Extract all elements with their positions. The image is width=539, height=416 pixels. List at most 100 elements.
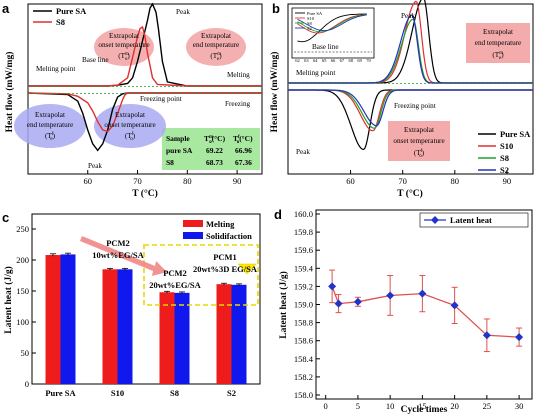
panel-d-y-tick-label: 159.0 — [294, 300, 313, 310]
panel-d-y-tick-label: 158.6 — [294, 336, 313, 346]
panel-a-table-header-tmo: Tm o(°C) — [204, 134, 226, 145]
panel-a-ann-extrap-3: Extrapolat — [35, 111, 65, 119]
panel-b-peak-heat: Peak — [401, 12, 415, 20]
panel-b-legend-label: S10 — [500, 141, 513, 151]
panel-a-table-cell: 69.22 — [206, 146, 223, 155]
panel-a-ann-end-1: end temperature — [193, 41, 240, 49]
panel-a-ann-sym-2: (Tm e) — [210, 52, 222, 62]
panel-c-ann-pcm2-2: PCM2 — [163, 268, 187, 278]
panel-d-marker — [353, 297, 362, 306]
panel-a-ann-onset-2: onset temperature — [104, 121, 155, 129]
panel-a-table-cell: pure SA — [166, 146, 193, 155]
panel-b-melting-point: Melting point — [296, 69, 335, 77]
panel-b-onset-box — [388, 121, 450, 161]
panel-a-onset-ellipse-freeze — [94, 104, 166, 148]
panel-c-y-tick-label: 250 — [16, 224, 29, 234]
panel-d-y-tick-label: 159.2 — [294, 281, 313, 291]
panel-b-inset-tick-label: 67 — [340, 58, 345, 63]
panel-b-x-ticks: 60 70 80 90 — [346, 170, 511, 186]
panel-c-bars — [45, 252, 247, 384]
panel-a-end-ellipse — [186, 28, 246, 66]
panel-a-heating-curve-1 — [28, 25, 262, 87]
panel-a-label: a — [2, 1, 10, 16]
panel-b-inset-tick-label: 69 — [357, 58, 362, 63]
panel-d-legend-label: Latent heat — [450, 215, 492, 225]
panel-c-y-tick-label: 100 — [16, 317, 29, 327]
panel-d-y-tick-label: 158.2 — [294, 372, 313, 382]
panel-b-inset-tick-label: 62 — [295, 58, 300, 63]
panel-c-bar — [117, 269, 133, 384]
panel-d-label: d — [274, 207, 282, 222]
panel-d-series — [328, 269, 524, 353]
panel-a-table-cell: 67.36 — [235, 158, 252, 167]
panel-b-inset-tick-label: 63 — [304, 58, 309, 63]
panel-c-ann-pcm2-1: PCM2 — [106, 238, 130, 248]
panel-c-bar — [60, 254, 76, 384]
panel-d-x-tick-label: 20 — [450, 401, 459, 411]
panel-b-inset-curve-3 — [297, 14, 367, 32]
panel-d-marker — [482, 331, 491, 340]
panel-d-y-tick-label: 159.8 — [294, 227, 313, 237]
panel-d-ticks: 158.0 158.2 158.4 158.6 158.8 159.0 159.2 159.4… — [294, 209, 523, 411]
panel-d-y-tick-label: 158.8 — [294, 318, 313, 328]
panel-c-bar — [231, 284, 247, 384]
panel-a: a 60 70 80 90 T (°C) Heat flow (mW/mg) Pure… — [2, 1, 263, 199]
panel-a-table-header-sample: Sample — [166, 134, 190, 143]
panel-c-ann-pcm1b: 20wt%3D EG/SA — [193, 264, 258, 274]
panel-b-ann-sym-1: (Tm e) — [492, 51, 504, 61]
panel-b-frame — [287, 3, 534, 175]
panel-a-legend-pure-sa: Pure SA — [56, 6, 87, 16]
panel-c-label: c — [2, 210, 9, 225]
panel-b-inset-base-line: Base line — [312, 43, 339, 51]
panel-d-xlabel: Cycle times — [401, 405, 448, 415]
panel-a-ann-sym-4: (Tf o) — [125, 132, 136, 142]
panel-d-x-tick-label: 30 — [515, 401, 524, 411]
panel-a-end-ellipse-freeze — [14, 104, 86, 148]
panel-c-y-tick-label: 50 — [21, 348, 30, 358]
panel-d-marker — [515, 333, 524, 342]
panel-c-ann-pcm2-2b: 20wt%EG/SA — [149, 280, 201, 290]
panel-d-y-tick-label: 160.0 — [294, 209, 313, 219]
panel-d-legend-box — [419, 212, 529, 228]
panel-a-x-tick-label: 60 — [83, 176, 92, 186]
panel-b-label: b — [272, 1, 280, 16]
panel-a-table-header-tfo: Tf o(°C) — [233, 134, 253, 145]
panel-a-frame — [27, 3, 263, 175]
panel-b-x-tick-label: 80 — [451, 176, 460, 186]
panel-c-yellow-arrow — [237, 263, 257, 275]
panel-a-table-cell: S8 — [166, 158, 174, 167]
panel-b-ylabel: Heat flow (mW/mg) — [269, 52, 280, 133]
panel-d-ylabel: Latent heat (J/g) — [278, 271, 289, 339]
panel-d: d 158.0 158.2 158.4 158.6 158.8 159.0 159.2 159… — [274, 207, 533, 415]
panel-b-cooling-curve-3 — [288, 89, 533, 127]
panel-d-marker — [328, 282, 337, 291]
panel-a-table-cell: 68.73 — [206, 158, 223, 167]
panel-c-frame — [31, 213, 261, 385]
panel-b-freezing-point: Freezing point — [394, 102, 436, 110]
panel-a-table-box — [162, 128, 260, 170]
panel-b-x-tick-label: 60 — [346, 176, 355, 186]
panel-c-ylabel: Latent heat (J/g) — [3, 266, 14, 334]
panel-b-inset-legend-label: S10 — [307, 16, 315, 21]
panel-b-legend-label: Pure SA — [500, 129, 531, 139]
panel-a-ann-extrap-4: Extrapolat — [115, 111, 145, 119]
panel-b-ann-extrap-2: Extrapolat — [404, 126, 434, 134]
panel-c-legend-swatch-solid — [183, 232, 203, 239]
panel-b-ann-sym-2: (Tf o) — [414, 149, 425, 159]
panel-a-base-line: Base line — [82, 56, 109, 64]
panel-c-legend-melting: Melting — [206, 219, 235, 229]
panel-d-frame — [315, 209, 533, 400]
panel-c-arrow — [80, 236, 167, 276]
panel-b-inset-legend-label: S8 — [307, 21, 313, 26]
panel-a-peak-heat: Peak — [176, 8, 190, 16]
panel-a-freezing-point: Freezing point — [140, 95, 182, 103]
panel-c-y-ticks: 0 50 100 150 200 250 — [16, 224, 36, 389]
panel-c-bar — [45, 255, 61, 384]
panel-b-inset-tick-label: 65 — [322, 58, 327, 63]
panel-a-ann-sym-3: (Tf e) — [45, 132, 56, 142]
panel-d-marker — [386, 291, 395, 300]
panel-c-x-ticks: Pure SA S10 S8 S2 — [45, 388, 236, 398]
